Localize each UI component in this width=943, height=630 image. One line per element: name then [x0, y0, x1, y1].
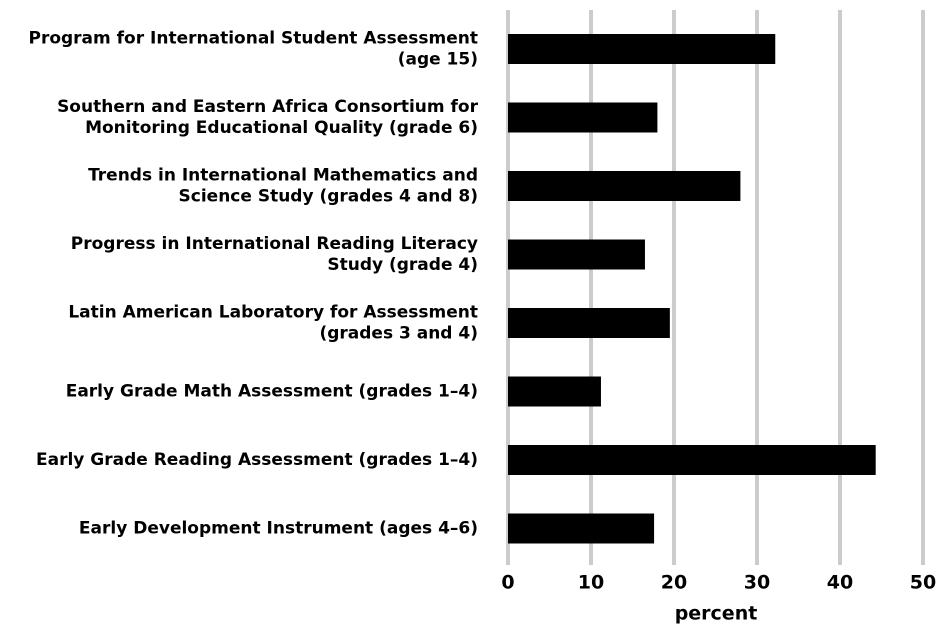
- x-tick-label: 40: [827, 572, 853, 594]
- bar: [508, 239, 645, 270]
- y-tick-label: Study (grade 4): [327, 255, 478, 275]
- y-tick-label: Latin American Laboratory for Assessment: [68, 303, 478, 323]
- x-tick-label: 10: [578, 572, 604, 594]
- x-tick-label: 0: [501, 572, 514, 594]
- y-tick-label: Trends in International Mathematics and: [88, 166, 478, 186]
- y-tick-label: Program for International Student Assess…: [28, 29, 478, 49]
- y-tick-label: Progress in International Reading Litera…: [71, 234, 478, 254]
- y-tick-label: Monitoring Educational Quality (grade 6): [85, 118, 478, 138]
- x-tick-label: 50: [910, 572, 936, 594]
- y-tick-label: Early Development Instrument (ages 4–6): [79, 519, 478, 539]
- bar: [508, 445, 876, 475]
- y-tick-label: Early Grade Reading Assessment (grades 1…: [36, 450, 478, 470]
- y-tick-label: (age 15): [398, 50, 478, 70]
- y-tick-label: Southern and Eastern Africa Consortium f…: [57, 97, 479, 117]
- bar: [508, 171, 741, 201]
- x-tick-label: 20: [661, 572, 687, 594]
- y-tick-label: (grades 3 and 4): [319, 324, 478, 344]
- bar: [508, 513, 655, 544]
- y-tick-label: Early Grade Math Assessment (grades 1–4): [66, 382, 478, 402]
- bar: [508, 308, 670, 338]
- x-tick-label: 30: [744, 572, 770, 594]
- bar: [508, 34, 776, 64]
- bar: [508, 102, 658, 133]
- bar: [508, 376, 601, 407]
- x-axis-label: percent: [675, 603, 758, 625]
- y-tick-label: Science Study (grades 4 and 8): [179, 187, 478, 207]
